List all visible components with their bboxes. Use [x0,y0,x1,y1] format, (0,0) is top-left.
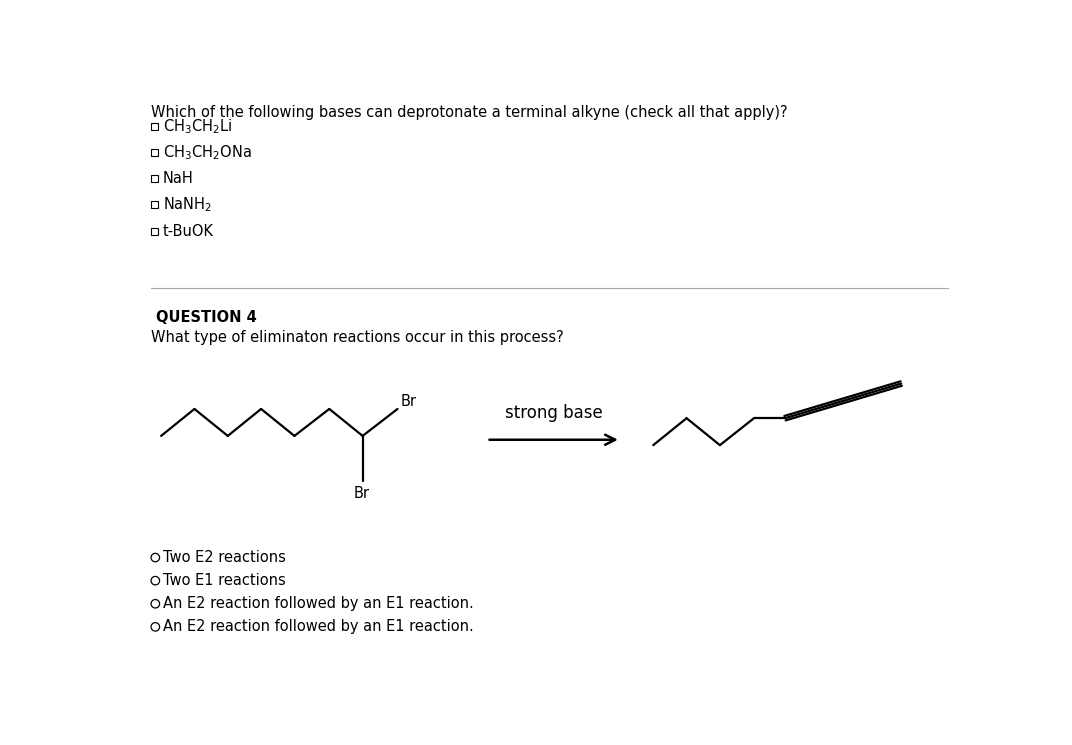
Text: An E2 reaction followed by an E1 reaction.: An E2 reaction followed by an E1 reactio… [163,596,474,611]
Text: Br: Br [354,486,370,501]
Text: t-BuOK: t-BuOK [163,224,213,238]
Text: strong base: strong base [505,404,602,422]
Bar [151,228,158,235]
Text: Two E2 reactions: Two E2 reactions [163,550,286,565]
Text: An E2 reaction followed by an E1 reaction.: An E2 reaction followed by an E1 reactio… [163,619,474,634]
Text: Two E1 reactions: Two E1 reactions [163,573,286,588]
Text: NaH: NaH [163,171,193,186]
Text: Which of the following bases can deprotonate a terminal alkyne (check all that a: Which of the following bases can deproto… [151,105,788,120]
Bar [151,201,158,209]
Text: CH$_3$CH$_2$ONa: CH$_3$CH$_2$ONa [163,143,252,162]
Bar [151,149,158,156]
Text: What type of eliminaton reactions occur in this process?: What type of eliminaton reactions occur … [151,329,564,345]
Text: CH$_3$CH$_2$Li: CH$_3$CH$_2$Li [163,117,233,136]
Text: Br: Br [401,394,417,409]
Text: QUESTION 4: QUESTION 4 [155,310,256,325]
Bar [151,123,158,130]
Text: NaNH$_2$: NaNH$_2$ [163,195,211,215]
Bar [151,175,158,183]
